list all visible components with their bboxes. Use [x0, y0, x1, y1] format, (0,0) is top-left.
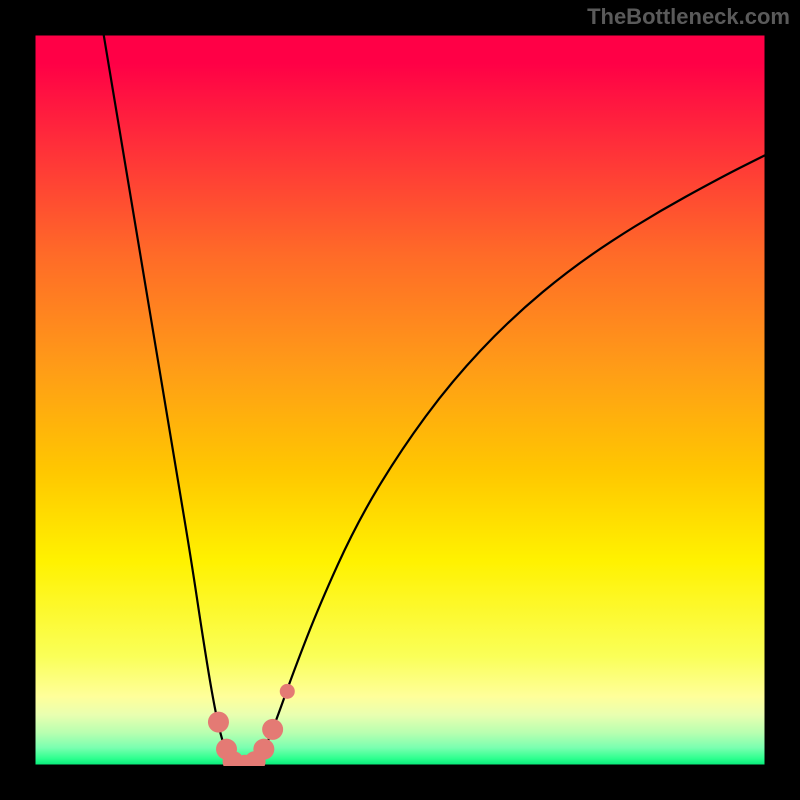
- chart-frame: TheBottleneck.com: [0, 0, 800, 800]
- bottleneck-chart: [0, 0, 800, 800]
- watermark-text: TheBottleneck.com: [587, 4, 790, 30]
